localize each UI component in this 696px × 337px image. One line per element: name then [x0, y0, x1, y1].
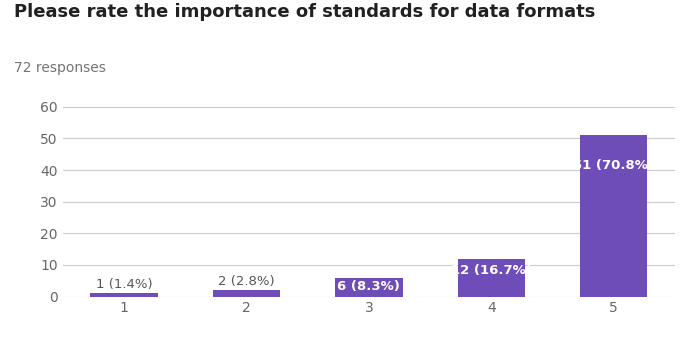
Text: Please rate the importance of standards for data formats: Please rate the importance of standards …: [14, 3, 595, 21]
Text: 72 responses: 72 responses: [14, 61, 106, 75]
Text: 2 (2.8%): 2 (2.8%): [218, 275, 275, 288]
Text: 12 (16.7%): 12 (16.7%): [451, 264, 532, 277]
Text: 1 (1.4%): 1 (1.4%): [96, 278, 152, 291]
Text: 51 (70.8%): 51 (70.8%): [573, 159, 654, 173]
Bar: [213, 290, 280, 297]
Text: 6 (8.3%): 6 (8.3%): [338, 280, 400, 294]
Bar: [580, 135, 647, 297]
Bar: [90, 294, 158, 297]
Bar: [335, 278, 402, 297]
Bar: [457, 258, 525, 297]
